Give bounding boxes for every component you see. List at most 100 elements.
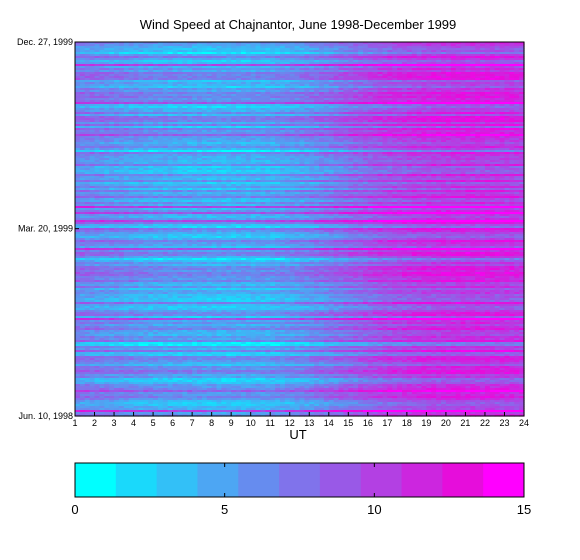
heatmap-cell (206, 78, 213, 81)
heatmap-cell (401, 94, 408, 97)
heatmap-cell (79, 92, 86, 95)
heatmap-cell (182, 76, 188, 79)
heatmap-cell (338, 48, 345, 51)
heatmap-cell (123, 76, 130, 79)
heatmap-cell (353, 86, 359, 89)
heatmap-cell (250, 46, 257, 49)
heatmap-cell (123, 64, 130, 67)
heatmap-cell (153, 82, 159, 85)
heatmap-cell (358, 98, 364, 101)
heatmap-cell (79, 88, 86, 91)
heatmap-cell (89, 68, 96, 71)
heatmap-cell (358, 68, 364, 71)
heatmap-cell (177, 48, 183, 51)
heatmap-cell (206, 96, 213, 99)
heatmap-cell (494, 54, 501, 57)
heatmap-cell (148, 66, 154, 69)
heatmap-cell (75, 94, 81, 97)
heatmap-cell (177, 80, 183, 83)
heatmap-cell (465, 50, 471, 53)
heatmap-cell (353, 50, 359, 53)
heatmap-cell (162, 94, 169, 97)
heatmap-cell (192, 64, 198, 67)
heatmap-cell (377, 74, 384, 77)
heatmap-cell (279, 74, 286, 77)
heatmap-cell (470, 80, 476, 83)
heatmap-cell (484, 62, 491, 65)
heatmap-cell (519, 68, 525, 71)
heatmap-cell (504, 42, 510, 45)
heatmap-cell (118, 84, 125, 87)
heatmap-cell (309, 80, 315, 83)
heatmap-cell (319, 66, 325, 69)
heatmap-cell (148, 88, 154, 91)
heatmap-cell (362, 56, 369, 59)
heatmap-cell (392, 74, 398, 77)
heatmap-cell (333, 72, 340, 75)
heatmap-cell (255, 44, 262, 47)
heatmap-cell (406, 66, 413, 69)
heatmap-cell (172, 52, 179, 55)
heatmap-cell (367, 80, 374, 83)
heatmap-cell (279, 60, 286, 63)
heatmap-cell (182, 98, 188, 101)
heatmap-cell (270, 78, 276, 81)
heatmap-cell (79, 46, 86, 49)
heatmap-cell (484, 58, 491, 61)
heatmap-cell (348, 68, 354, 71)
heatmap-cell (236, 74, 242, 77)
heatmap-cell (314, 76, 320, 79)
heatmap-cell (484, 44, 491, 47)
heatmap-cell (260, 54, 266, 57)
heatmap-cell (406, 52, 413, 55)
heatmap-cell (343, 50, 349, 53)
heatmap-cell (382, 48, 388, 51)
heatmap-cell (450, 62, 457, 65)
heatmap-cell (431, 86, 437, 89)
heatmap-cell (143, 98, 149, 101)
heatmap-cell (275, 68, 281, 71)
heatmap-cell (484, 46, 491, 49)
heatmap-cell (480, 48, 486, 51)
heatmap-cell (79, 86, 86, 89)
heatmap-cell (182, 52, 188, 55)
heatmap-cell (353, 92, 359, 95)
heatmap-cell (504, 72, 510, 75)
heatmap-cell (387, 70, 393, 73)
heatmap-cell (367, 52, 374, 55)
heatmap-cell (245, 56, 252, 59)
heatmap-cell (323, 46, 330, 49)
heatmap-cell (397, 92, 403, 95)
heatmap-cell (172, 72, 179, 75)
heatmap-cell (387, 82, 393, 85)
heatmap-cell (260, 84, 266, 87)
heatmap-cell (94, 50, 100, 53)
heatmap-cell (328, 90, 335, 93)
heatmap-cell (431, 50, 437, 53)
heatmap-cell (338, 78, 345, 81)
heatmap-cell (338, 68, 345, 71)
heatmap-cell (206, 82, 213, 85)
heatmap-cell (255, 78, 262, 81)
heatmap-cell (221, 58, 227, 61)
heatmap-cell (445, 74, 452, 77)
heatmap-cell (445, 58, 452, 61)
heatmap-cell (309, 76, 315, 79)
heatmap-cell (236, 62, 242, 65)
heatmap-cell (377, 80, 384, 83)
heatmap-cell (465, 78, 471, 81)
heatmap-cell (231, 52, 237, 55)
heatmap-cell (499, 44, 506, 47)
heatmap-cell (197, 70, 203, 73)
heatmap-cell (441, 50, 447, 53)
heatmap-cell (328, 84, 335, 87)
heatmap-cell (133, 44, 140, 47)
heatmap-cell (362, 78, 369, 81)
heatmap-cell (284, 72, 291, 75)
heatmap-cell (436, 52, 442, 55)
heatmap-cell (358, 92, 364, 95)
heatmap-cell (167, 50, 174, 53)
heatmap-cell (314, 82, 320, 85)
heatmap-cell (182, 56, 188, 59)
heatmap-cell (197, 60, 203, 63)
